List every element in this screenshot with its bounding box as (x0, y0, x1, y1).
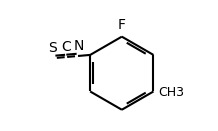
Text: S: S (48, 41, 57, 55)
Text: C: C (61, 40, 71, 54)
Text: F: F (118, 18, 126, 32)
Text: N: N (73, 39, 84, 53)
Text: CH3: CH3 (158, 86, 184, 99)
